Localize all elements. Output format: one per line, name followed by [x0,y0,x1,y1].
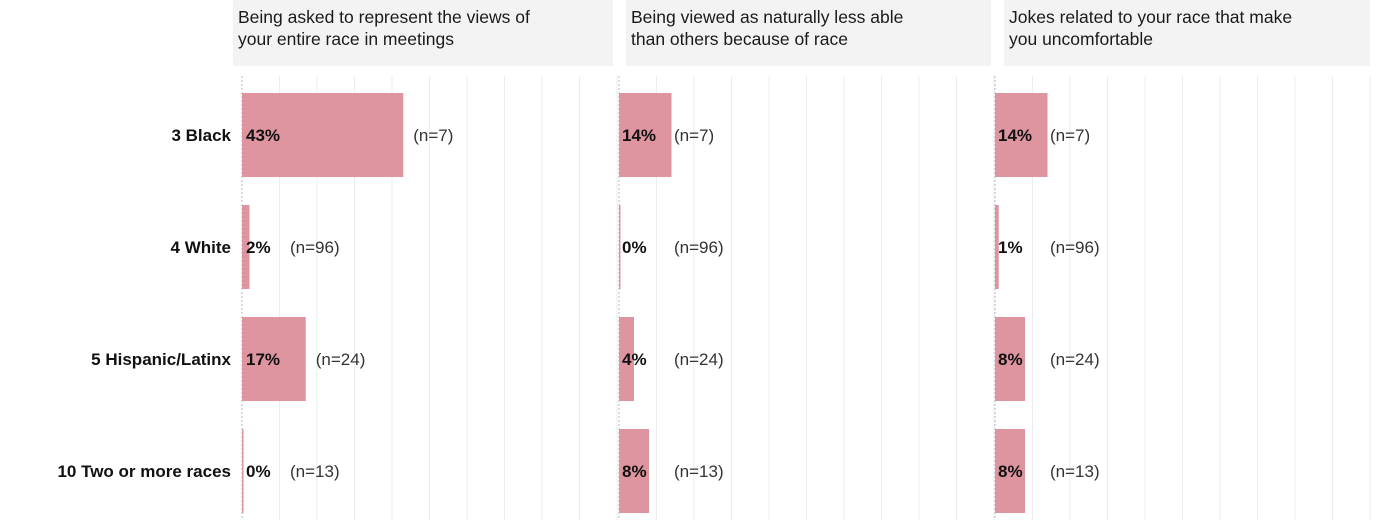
panel-1-bar-1 [619,205,621,289]
panel-1-bar-0 [619,93,672,177]
panel-1-bar-3 [619,429,649,513]
panel-2-bar-1 [995,205,999,289]
panel-1-n-label-0: (n=7) [674,126,714,145]
panel-1-value-label-1: 0% [622,238,647,257]
panel-2-value-label-0: 14% [998,126,1032,145]
panel-2-value-label-1: 1% [998,238,1023,257]
panel-2-value-label-2: 8% [998,350,1023,369]
panel-2-n-label-2: (n=24) [1050,350,1100,369]
panel-1-value-label-3: 8% [622,462,647,481]
panel-0-value-label-3: 0% [246,462,271,481]
panel-1-value-label-2: 4% [622,350,647,369]
category-label-2: 5 Hispanic/Latinx [91,350,231,369]
panel-2-title-line-1: you uncomfortable [1009,29,1153,49]
panel-0-value-label-2: 17% [246,350,280,369]
panel-1-title-line-0: Being viewed as naturally less able [631,7,903,27]
panel-1-n-label-3: (n=13) [674,462,724,481]
panel-0-bar-3 [242,429,244,513]
panel-1-n-label-1: (n=96) [674,238,724,257]
panel-0-title-line-0: Being asked to represent the views of [238,7,530,27]
panel-2-n-label-1: (n=96) [1050,238,1100,257]
panel-0-value-label-0: 43% [246,126,280,145]
panel-0-bar-0 [242,93,404,177]
panel-2-n-label-3: (n=13) [1050,462,1100,481]
panel-0-title-line-1: your entire race in meetings [238,29,454,49]
panel-0-n-label-1: (n=96) [290,238,340,257]
panel-2-n-label-0: (n=7) [1050,126,1090,145]
panel-0-title-strip [233,0,613,66]
panel-1-title-strip [626,0,991,66]
panel-2-value-label-3: 8% [998,462,1023,481]
panel-0-value-label-1: 2% [246,238,271,257]
category-label-3: 10 Two or more races [57,462,231,481]
category-label-0: 3 Black [171,126,231,145]
panel-2-title-strip [1004,0,1370,66]
panel-2-title-line-0: Jokes related to your race that make [1009,7,1292,27]
panel-2-bar-3 [995,429,1025,513]
panel-1-title-line-1: than others because of race [631,29,848,49]
panel-0-bar-1 [242,205,250,289]
category-label-1: 4 White [171,238,231,257]
panel-0-n-label-2: (n=24) [316,350,366,369]
panel-0-n-label-0: (n=7) [413,126,453,145]
panel-2-bar-2 [995,317,1025,401]
panel-2-bar-0 [995,93,1048,177]
panel-1-value-label-0: 14% [622,126,656,145]
panel-0-bar-2 [242,317,306,401]
panel-1-bar-2 [619,317,634,401]
panel-0-n-label-3: (n=13) [290,462,340,481]
panel-1-n-label-2: (n=24) [674,350,724,369]
